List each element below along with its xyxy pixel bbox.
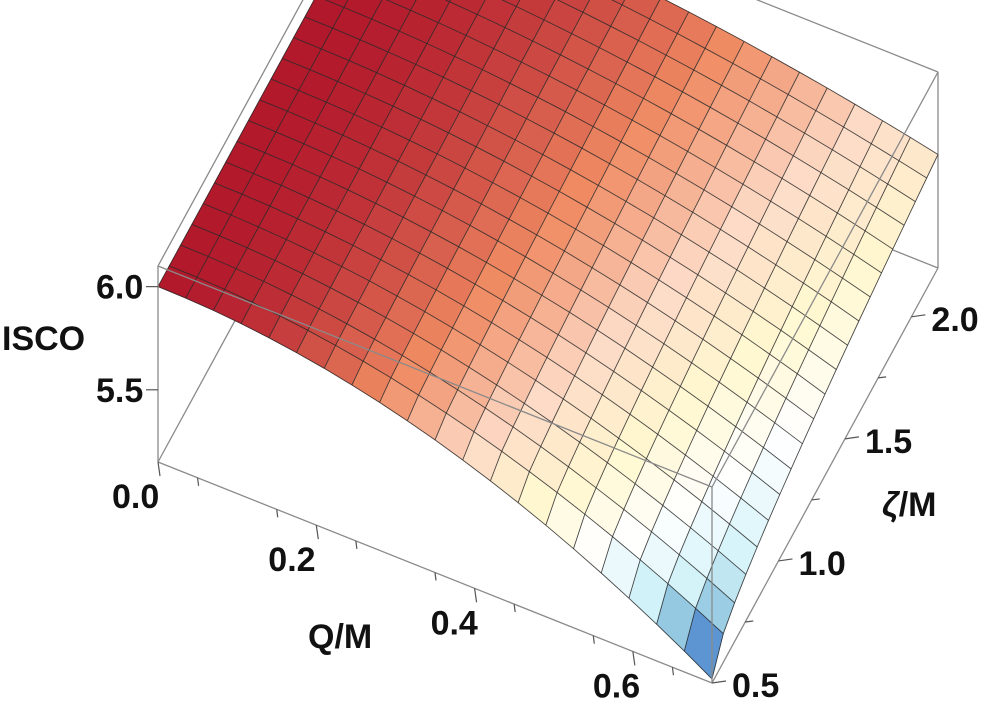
x-minor-tick-mark bbox=[671, 667, 675, 676]
surface-mesh bbox=[157, 0, 939, 680]
x-minor-tick-mark bbox=[513, 603, 516, 613]
mesh-line-const-x bbox=[573, 71, 800, 549]
y-minor-tick-mark bbox=[811, 498, 820, 501]
x-tick-mark bbox=[315, 525, 319, 540]
axis-labels: ISCO Q/M ζ/M bbox=[2, 320, 937, 656]
mesh-line-const-y bbox=[664, 0, 939, 155]
mesh-line-const-x bbox=[296, 0, 486, 353]
y-tick-mark bbox=[911, 314, 926, 318]
x-minor-tick-mark bbox=[196, 477, 200, 486]
mesh-line-const-x bbox=[656, 120, 884, 625]
mesh-line-const-x bbox=[157, 0, 315, 287]
x-minor-tick-mark bbox=[592, 635, 595, 644]
mesh-line-const-x bbox=[185, 0, 349, 299]
x-tick-mark bbox=[157, 461, 161, 477]
x-tick-label: 0.4 bbox=[431, 604, 478, 642]
x-minor-tick-mark bbox=[355, 540, 358, 550]
box-edge-back-top-y bbox=[157, 0, 304, 267]
y-tick-mark bbox=[778, 558, 793, 562]
x-tick-label: 0.0 bbox=[112, 478, 159, 516]
mesh-line-const-x bbox=[711, 154, 939, 680]
mesh-line-const-x bbox=[351, 0, 556, 386]
box-edge-front-top-x bbox=[157, 265, 713, 488]
mesh-line-const-x bbox=[406, 0, 626, 421]
y-tick-label: 1.5 bbox=[865, 423, 912, 461]
y-tick-mark bbox=[711, 680, 727, 684]
y-axis-label: ζ/M bbox=[882, 486, 937, 524]
y-minor-tick-mark bbox=[878, 376, 887, 379]
z-axis-label: ISCO bbox=[2, 320, 85, 358]
y-axis-label-unit: /M bbox=[899, 486, 937, 524]
mesh-line-const-x bbox=[489, 26, 717, 482]
y-tick-label: 1.0 bbox=[798, 545, 845, 583]
x-tick-label: 0.2 bbox=[268, 541, 315, 579]
mesh-line-const-x bbox=[323, 0, 521, 369]
mesh-line-const-x bbox=[268, 0, 452, 338]
x-minor-tick-mark bbox=[434, 572, 437, 581]
box-edge-front-top-y bbox=[711, 71, 939, 488]
mesh-line-const-x bbox=[545, 56, 773, 526]
mesh-line-const-x bbox=[462, 11, 690, 461]
y-axis-label-symbol: ζ bbox=[882, 486, 901, 524]
y-minor-tick-mark bbox=[745, 620, 754, 623]
z-tick-label: 6.0 bbox=[96, 269, 143, 307]
mesh-line-const-x bbox=[379, 0, 591, 403]
x-tick-mark bbox=[632, 651, 636, 666]
y-tick-label: 2.0 bbox=[931, 301, 978, 339]
y-tick-mark bbox=[844, 436, 860, 440]
mesh-line-const-x bbox=[434, 0, 661, 441]
mesh-line-const-x bbox=[240, 0, 417, 324]
box-edge-back-top-x bbox=[755, 0, 939, 73]
x-tick-label: 0.6 bbox=[593, 667, 640, 703]
mesh-line-const-x bbox=[600, 87, 828, 574]
mesh-line-const-x bbox=[517, 41, 745, 503]
z-tick-label: 5.5 bbox=[96, 372, 143, 410]
mesh-line-const-x bbox=[683, 137, 911, 652]
x-axis-label: Q/M bbox=[308, 618, 372, 656]
x-tick-mark bbox=[473, 588, 478, 603]
box-edge-front-bottom-y bbox=[711, 267, 939, 684]
axis-ticks: 0.0 0.2 0.4 0.6 0.5 1.0 1.5 2.0 5.5 6.0 bbox=[96, 269, 979, 703]
mesh-line-const-x bbox=[213, 0, 383, 311]
mesh-line-const-x bbox=[628, 104, 856, 599]
x-minor-tick-mark bbox=[276, 509, 279, 518]
y-tick-label: 0.5 bbox=[732, 667, 779, 703]
